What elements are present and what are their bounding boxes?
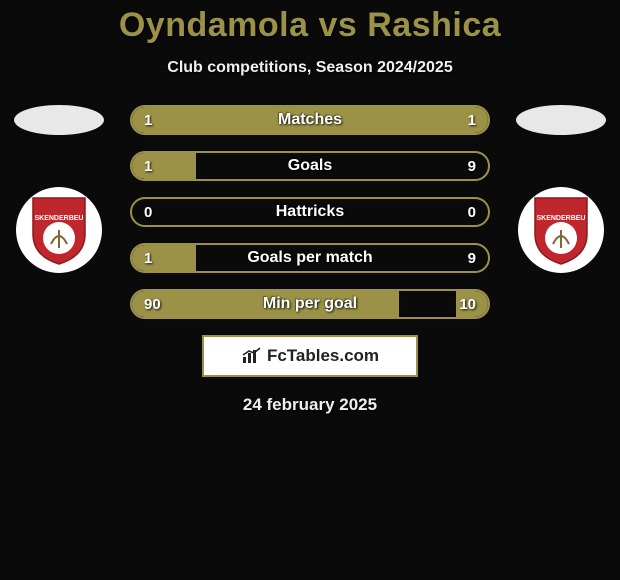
stat-row-goals-per-match: 1 Goals per match 9	[130, 243, 490, 273]
chart-icon	[241, 347, 263, 365]
player-oval-right	[516, 105, 606, 135]
stat-row-matches: 1 Matches 1	[130, 105, 490, 135]
stat-right-value: 0	[468, 199, 476, 225]
stat-right-value: 1	[468, 107, 476, 133]
branding-box: FcTables.com	[202, 335, 418, 377]
stat-right-value: 10	[459, 291, 476, 317]
stat-label: Matches	[132, 107, 488, 133]
stat-right-value: 9	[468, 153, 476, 179]
stat-row-goals: 1 Goals 9	[130, 151, 490, 181]
stat-row-min-per-goal: 90 Min per goal 10	[130, 289, 490, 319]
player-oval-left	[14, 105, 104, 135]
badge-text-right: SKENDERBEU	[536, 215, 585, 222]
club-logo-left: SKENDERBEU	[16, 187, 102, 273]
stat-label: Hattricks	[132, 199, 488, 225]
stats-bars: 1 Matches 1 1 Goals 9 0 Hattricks 0 1 Go…	[130, 105, 490, 319]
club-badge-left: SKENDERBEU	[29, 194, 89, 266]
stat-row-hattricks: 0 Hattricks 0	[130, 197, 490, 227]
subtitle: Club competitions, Season 2024/2025	[0, 59, 620, 77]
page-title: Oyndamola vs Rashica	[0, 0, 620, 45]
stat-right-value: 9	[468, 245, 476, 271]
stat-label: Goals	[132, 153, 488, 179]
comparison-content: SKENDERBEU SKENDERBEU 1 Matches	[0, 105, 620, 415]
badge-text-left: SKENDERBEU	[34, 215, 83, 222]
stat-label: Goals per match	[132, 245, 488, 271]
club-logo-right: SKENDERBEU	[518, 187, 604, 273]
club-badge-right: SKENDERBEU	[531, 194, 591, 266]
stat-label: Min per goal	[132, 291, 488, 317]
date-text: 24 february 2025	[0, 395, 620, 415]
branding-text: FcTables.com	[267, 346, 379, 366]
